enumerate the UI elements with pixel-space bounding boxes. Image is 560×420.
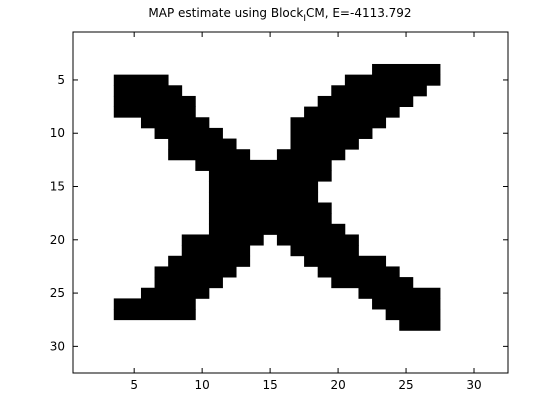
x-tick-label-10: 10 (195, 378, 210, 392)
cell-run-11-0 (168, 138, 237, 150)
cell-run-27-1 (385, 309, 441, 321)
y-tick-label-25: 25 (50, 286, 65, 300)
chart-title-suffix: CM, E=-4113.792 (306, 6, 412, 20)
cell-run-21-0 (181, 245, 251, 257)
cell-run-28-0 (399, 319, 441, 331)
cell-run-15-0 (208, 181, 319, 193)
x-tick-label-15: 15 (262, 378, 277, 392)
cell-run-8-0 (113, 106, 196, 118)
cell-run-24-1 (331, 277, 414, 289)
cell-run-9-0 (140, 117, 210, 129)
x-tick-label-30: 30 (466, 378, 481, 392)
cell-run-10-0 (154, 127, 223, 139)
x-tick-label-5: 5 (130, 378, 138, 392)
y-tick-label-10: 10 (50, 126, 65, 140)
cell-run-12-1 (276, 149, 346, 161)
cell-run-19-0 (208, 223, 346, 235)
y-tick-label-30: 30 (50, 339, 65, 353)
cell-run-20-1 (276, 234, 359, 246)
cell-run-5-1 (344, 74, 441, 86)
cell-run-23-0 (154, 266, 237, 278)
cell-run-20-0 (181, 234, 264, 246)
cell-run-23-1 (317, 266, 400, 278)
cell-run-9-1 (290, 117, 387, 129)
cell-run-25-1 (358, 287, 441, 299)
cell-run-24-0 (154, 277, 223, 289)
chart-title: MAP estimate using BlockICM, E=-4113.792 (148, 6, 411, 24)
cell-run-17-0 (208, 202, 332, 214)
cell-run-22-0 (168, 255, 251, 267)
y-tick-label-20: 20 (50, 233, 65, 247)
cell-run-8-1 (304, 106, 400, 118)
cell-run-21-1 (290, 245, 359, 257)
cell-run-5-0 (113, 74, 169, 86)
ticks-layer: 5 10 15 20 25 30 5 10 15 20 25 30 (50, 32, 508, 392)
cell-run-10-1 (290, 127, 373, 139)
cell-run-12-0 (168, 149, 251, 161)
cell-run-25-0 (140, 287, 210, 299)
cell-run-26-1 (372, 298, 441, 310)
cell-run-13-0 (195, 159, 332, 171)
chart-title-subscript: I (303, 14, 306, 24)
cell-run-7-0 (113, 95, 196, 107)
cell-run-16-0 (208, 191, 319, 203)
cell-run-6-1 (331, 85, 427, 97)
cells-layer (113, 63, 441, 331)
cell-run-7-1 (317, 95, 414, 107)
cell-run-22-1 (304, 255, 387, 267)
cell-run-11-1 (290, 138, 359, 150)
cell-run-27-0 (113, 309, 196, 321)
cell-run-26-0 (113, 298, 196, 310)
x-tick-label-25: 25 (398, 378, 413, 392)
cell-run-18-0 (208, 213, 332, 225)
cell-run-6-0 (113, 85, 183, 97)
cell-run-14-0 (208, 170, 332, 182)
y-tick-label-15: 15 (50, 180, 65, 194)
cell-run-4-0 (372, 63, 441, 76)
chart-title-main: MAP estimate using Block (148, 6, 303, 20)
x-tick-label-20: 20 (330, 378, 345, 392)
y-tick-label-5: 5 (57, 73, 65, 87)
plot-border (72, 31, 509, 374)
